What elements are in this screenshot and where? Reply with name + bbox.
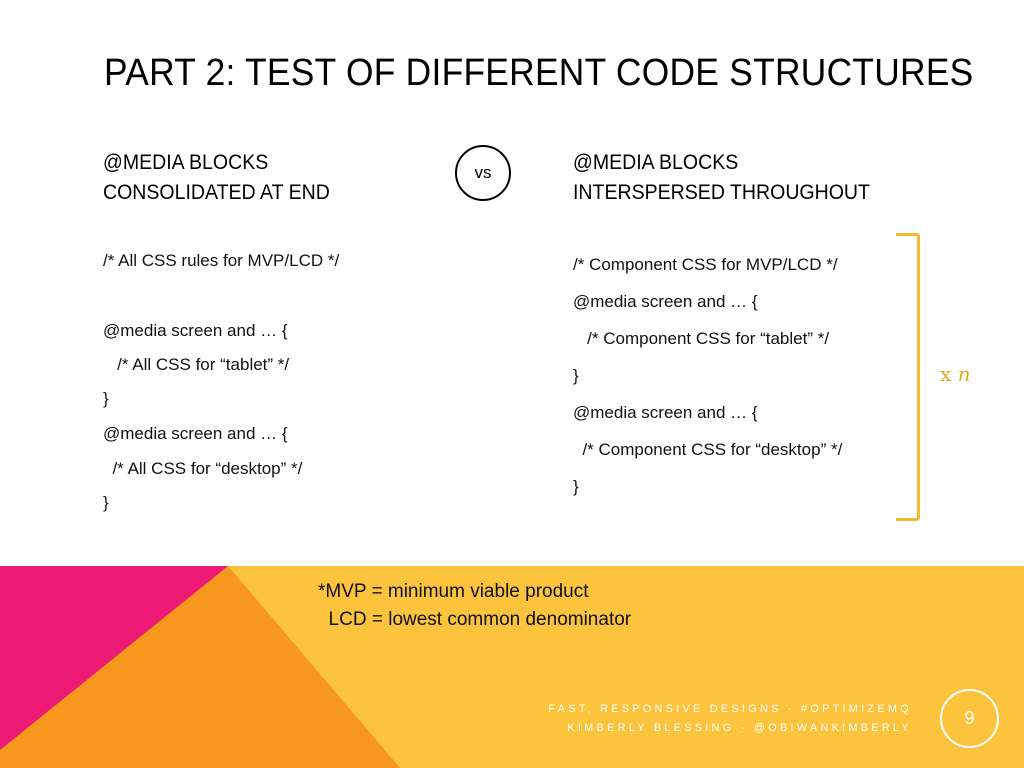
page-number-badge: 9 (940, 689, 999, 748)
right-column-heading: @MEDIA BLOCKS INTERSPERSED THROUGHOUT (573, 148, 870, 208)
footer-band (0, 566, 1024, 768)
repeat-n-label: x n (940, 362, 971, 386)
vs-label: vs (474, 163, 492, 182)
repeat-variable: n (957, 362, 971, 386)
note-line-1: *MVP = minimum viable product (318, 581, 589, 602)
left-heading-line-2: CONSOLIDATED AT END (103, 181, 330, 204)
right-heading-line-2: INTERSPERSED THROUGHOUT (573, 181, 870, 204)
right-code-line: } (573, 366, 579, 385)
footer-pink-triangle (0, 566, 228, 750)
right-heading-line-1: @MEDIA BLOCKS (573, 151, 739, 174)
left-code-line: /* All CSS for “desktop” */ (103, 459, 303, 478)
vs-badge: vs (455, 145, 511, 201)
left-code-line: } (103, 493, 109, 512)
left-code-line: /* All CSS rules for MVP/LCD */ (103, 251, 340, 270)
footer-line-1: FAST, RESPONSIVE DESIGNS - #OPTIMIZEMQ (548, 703, 912, 715)
footer-line-2: KIMBERLY BLESSING - @OBIWANKIMBERLY (567, 722, 912, 734)
note-line-2: LCD = lowest common denominator (318, 609, 632, 630)
footer-text: FAST, RESPONSIVE DESIGNS - #OPTIMIZEMQ K… (548, 700, 912, 738)
repeat-prefix: x (940, 362, 952, 386)
right-code-line: @media screen and … { (573, 292, 758, 311)
right-code-line: } (573, 477, 579, 496)
left-code-line: /* All CSS for “tablet” */ (103, 355, 290, 374)
right-code-line: /* Component CSS for MVP/LCD */ (573, 255, 838, 274)
left-code-line: @media screen and … { (103, 321, 288, 340)
abbreviation-note: *MVP = minimum viable product LCD = lowe… (318, 578, 631, 634)
left-code-line: } (103, 389, 109, 408)
left-column-heading: @MEDIA BLOCKS CONSOLIDATED AT END (103, 148, 330, 208)
footer-triangles (0, 566, 1024, 768)
left-heading-line-1: @MEDIA BLOCKS (103, 151, 269, 174)
slide-title: PART 2: TEST OF DIFFERENT CODE STRUCTURE… (104, 52, 974, 94)
left-code-line: @media screen and … { (103, 424, 288, 443)
right-code-line: /* Component CSS for “tablet” */ (573, 329, 830, 348)
page-number: 9 (964, 708, 975, 728)
right-code-line: @media screen and … { (573, 403, 758, 422)
right-bracket (896, 233, 920, 521)
right-code-line: /* Component CSS for “desktop” */ (573, 440, 843, 459)
